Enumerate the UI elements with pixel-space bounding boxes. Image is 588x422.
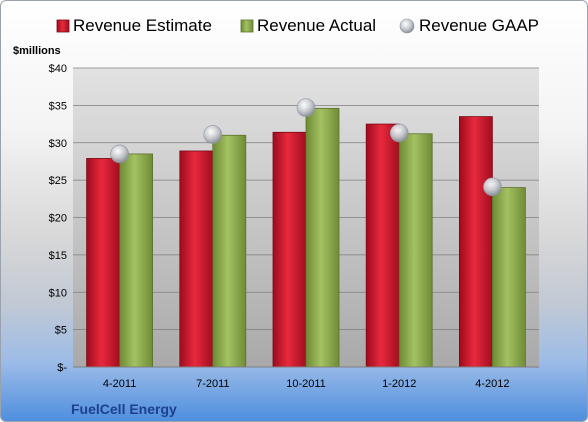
actual-bar: [305, 107, 340, 368]
legend-label-estimate: Revenue Estimate: [73, 16, 212, 35]
y-tick-label: $25: [49, 175, 67, 187]
x-axis-ticks: 4-2011 7-2011 10-2011 1-2012 4-2012: [103, 378, 510, 390]
actual-bar: [398, 133, 433, 368]
gaap-markers: [110, 98, 502, 197]
y-tick-label: $40: [49, 63, 67, 75]
legend-swatch-actual: [240, 19, 254, 33]
y-tick-label: $30: [49, 138, 67, 150]
y-tick-label: $15: [49, 250, 67, 262]
gaap-marker: [203, 125, 223, 144]
bars: [86, 107, 526, 368]
legend-item-actual: Revenue Actual: [240, 16, 376, 35]
y-axis-units-label: $millions: [13, 45, 61, 57]
y-tick-label: $-: [57, 362, 67, 374]
legend-label-gaap: Revenue GAAP: [419, 16, 539, 35]
x-tick-label: 4-2012: [475, 378, 509, 390]
gaap-marker: [389, 123, 409, 143]
gaap-marker: [110, 144, 129, 164]
estimate-bar: [86, 158, 120, 368]
x-tick-label: 4-2011: [103, 378, 136, 390]
actual-bar: [119, 153, 153, 368]
y-tick-label: $10: [49, 287, 67, 299]
estimate-bar: [365, 123, 400, 368]
x-tick-label: 7-2011: [196, 378, 229, 390]
legend: Revenue Estimate Revenue Actual Revenue …: [56, 16, 539, 35]
y-tick-label: $20: [49, 213, 67, 225]
y-tick-label: $35: [49, 100, 67, 112]
gaap-marker: [483, 177, 502, 197]
legend-item-estimate: Revenue Estimate: [56, 16, 212, 35]
gaap-marker: [296, 98, 316, 117]
legend-label-actual: Revenue Actual: [257, 16, 376, 35]
y-tick-label: $5: [55, 325, 67, 337]
x-tick-label: 1-2012: [382, 378, 416, 390]
estimate-bar: [458, 116, 493, 368]
estimate-bar: [179, 150, 214, 368]
x-tick-label: 10-2011: [286, 378, 326, 390]
legend-swatch-estimate: [56, 19, 70, 33]
y-axis-ticks: $- $5 $10 $15 $20 $25 $30 $35 $40: [49, 63, 68, 374]
legend-item-gaap: Revenue GAAP: [399, 16, 539, 35]
estimate-bar: [272, 131, 307, 368]
company-name: FuelCell Energy: [71, 401, 177, 417]
actual-bar: [491, 187, 526, 368]
legend-swatch-gaap: [399, 18, 415, 34]
actual-bar: [212, 134, 247, 368]
